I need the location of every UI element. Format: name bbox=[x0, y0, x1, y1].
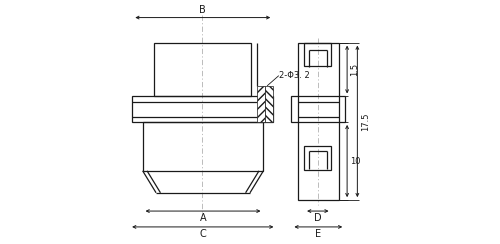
Bar bbox=[132, 96, 273, 122]
Bar bbox=[292, 96, 345, 122]
Text: C: C bbox=[200, 229, 206, 239]
Bar bbox=[142, 122, 264, 171]
Text: E: E bbox=[316, 229, 322, 239]
Bar bbox=[304, 43, 332, 66]
Bar bbox=[298, 43, 339, 200]
Text: 1.5: 1.5 bbox=[350, 63, 360, 76]
Bar bbox=[257, 86, 264, 122]
Text: 17.5: 17.5 bbox=[361, 112, 370, 131]
Text: 2-Φ3. 2: 2-Φ3. 2 bbox=[280, 71, 310, 80]
Text: A: A bbox=[200, 213, 206, 223]
Bar bbox=[264, 86, 273, 122]
Text: 10: 10 bbox=[350, 157, 361, 165]
Text: D: D bbox=[314, 213, 322, 223]
Text: B: B bbox=[200, 5, 206, 15]
Bar bbox=[154, 43, 251, 96]
Bar bbox=[304, 146, 332, 170]
